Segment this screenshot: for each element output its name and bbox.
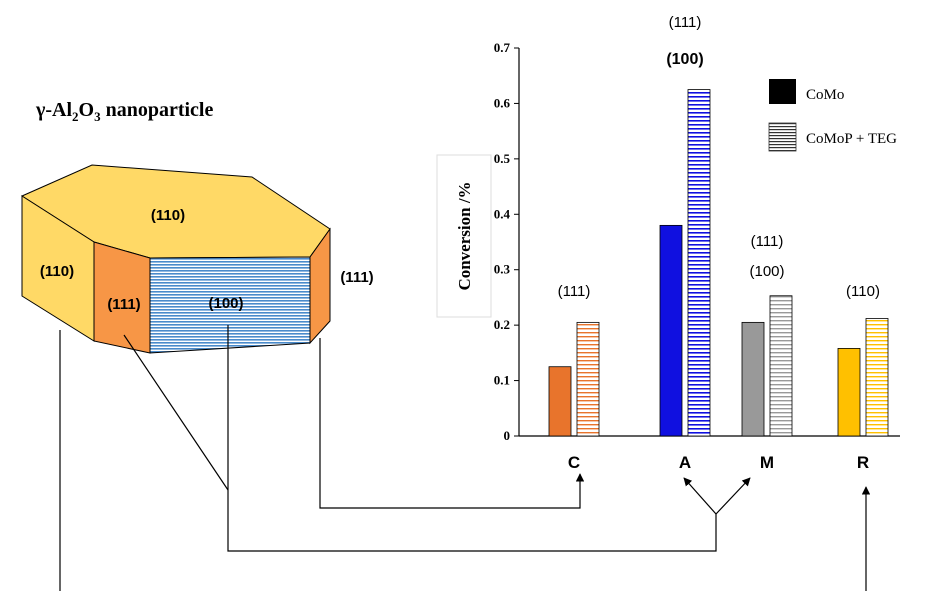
facet-annotations: (111) (111) (100) (111) (100) (110) <box>558 14 880 300</box>
facet-right <box>309 227 331 345</box>
facet-annotation-A: (111) <box>669 14 702 31</box>
x-tick-label-A: A <box>679 453 691 472</box>
facet-left-mid-label: (111) <box>107 296 140 313</box>
y-axis-label: Conversion /% <box>455 181 474 290</box>
y-tick-label: 0.3 <box>494 262 511 277</box>
bars <box>548 89 889 437</box>
bar-A-como <box>659 224 683 437</box>
bar-M-como <box>741 321 765 437</box>
facet-top-label: (110) <box>151 207 185 224</box>
connector-arrow-A <box>683 477 717 515</box>
facet-left-label: (110) <box>40 263 74 280</box>
x-tick-label-R: R <box>857 453 869 472</box>
y-tick-label: 0.5 <box>494 151 511 166</box>
connector-arrow-M <box>715 477 751 515</box>
legend-swatch-como <box>769 79 796 104</box>
y-tick-label: 0.4 <box>494 206 511 221</box>
bar-R-como <box>837 348 861 437</box>
legend-label-como: CoMo <box>806 87 844 103</box>
facet-annotation-M: (100) <box>749 263 784 280</box>
y-tick-label: 0.2 <box>494 317 510 332</box>
x-tick-label-M: M <box>760 453 774 472</box>
facet-annotation-M: (111) <box>751 233 784 250</box>
nanoparticle-title: γ-Al2O3 nanoparticle <box>35 99 213 124</box>
bar-chart: Conversion /% 0 0.1 0.2 0.3 0.4 0.5 0.6 0.7 C A M… <box>436 14 900 472</box>
facet-right-label: (111) <box>340 269 373 286</box>
bar-C-como <box>548 366 572 437</box>
facet-annotation-C: (111) <box>558 283 591 300</box>
connector-left-111 <box>123 334 229 491</box>
legend: CoMo CoMoP + TEG <box>768 79 897 152</box>
ylabel-box <box>436 154 492 318</box>
bar-M-comop-teg <box>769 295 793 437</box>
connector-111-to-C <box>319 338 585 509</box>
y-tick-label: 0.7 <box>494 40 511 55</box>
legend-label-comop-teg: CoMoP + TEG <box>806 131 897 147</box>
bar-R-comop-teg <box>865 318 889 437</box>
nanoparticle: (110) (110) (111) (100) (111) γ-Al2O3 na… <box>20 99 374 354</box>
x-tick-label-C: C <box>568 453 580 472</box>
bar-A-comop-teg <box>687 89 711 437</box>
y-tick-label: 0.6 <box>494 95 511 110</box>
bar-C-comop-teg <box>576 321 600 437</box>
y-tick-label: 0 <box>504 428 511 443</box>
facet-annotation-A: (100) <box>666 51 703 68</box>
facet-annotation-R: (110) <box>846 283 880 300</box>
legend-swatch-comop-teg <box>768 122 797 152</box>
connector-100-to-AM <box>227 325 717 552</box>
facet-front-label: (100) <box>208 295 243 312</box>
connectors <box>59 325 871 591</box>
y-tick-label: 0.1 <box>494 373 510 388</box>
